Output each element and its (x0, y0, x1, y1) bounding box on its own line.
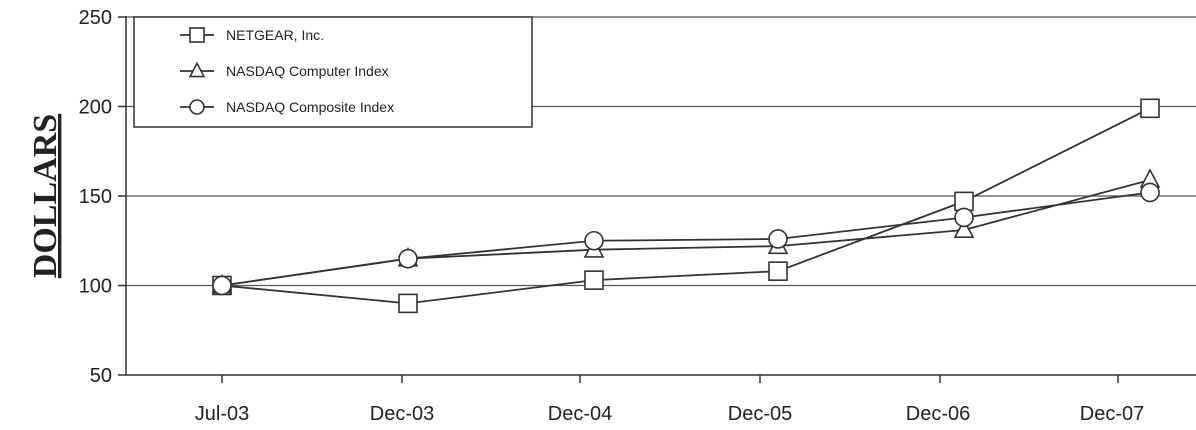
series-square (212, 98, 1160, 314)
legend-label-triangle: NASDAQ Computer Index (226, 63, 389, 79)
y-tick-labels: 50 100 150 200 250 (79, 7, 112, 387)
data-point-square-3 (768, 261, 788, 281)
data-point-circle-5 (1140, 182, 1160, 203)
legend-marker-triangle (188, 61, 206, 78)
data-point-square-1 (398, 293, 418, 314)
data-point-circle-2 (584, 230, 604, 251)
legend-marker-square (189, 27, 205, 43)
x-tick-labels: Jul-03 Dec-03 Dec-04 Dec-05 Dec-06 Dec-07 (195, 403, 1144, 425)
x-tick-label-Jul-03: Jul-03 (195, 403, 249, 425)
series-circle (212, 182, 1160, 296)
series (211, 98, 1161, 314)
series-triangle (211, 168, 1161, 294)
legend: NETGEAR, Inc. NASDAQ Computer Index NASDAQ… (133, 16, 533, 128)
y-tick-label-150: 150 (79, 186, 112, 208)
x-tick-label-Dec-07: Dec-07 (1080, 403, 1144, 425)
x-tick-label-Dec-06: Dec-06 (906, 403, 970, 425)
data-point-square-5 (1140, 98, 1160, 119)
data-point-triangle-4 (953, 218, 975, 239)
y-tick-label-250: 250 (79, 7, 112, 29)
y-tick-label-50: 50 (90, 365, 112, 387)
x-tick-label-Dec-04: Dec-04 (548, 403, 612, 425)
y-axis-label: DOLLARS (27, 114, 64, 278)
x-tick-label-Dec-03: Dec-03 (370, 403, 434, 425)
series-line-circle (221, 191, 1151, 287)
data-point-circle-1 (398, 248, 418, 269)
data-point-square-4 (954, 191, 974, 212)
x-tick-label-Dec-05: Dec-05 (728, 403, 792, 425)
legend-label-square: NETGEAR, Inc. (226, 27, 324, 43)
y-tick-label-200: 200 (79, 97, 112, 119)
axes (118, 16, 1196, 383)
y-tick-label-100: 100 (79, 276, 112, 298)
data-point-circle-4 (954, 207, 974, 228)
legend-label-circle: NASDAQ Composite Index (226, 99, 394, 115)
data-point-circle-3 (768, 229, 788, 249)
data-point-circle-0 (212, 275, 232, 296)
data-point-square-2 (584, 270, 604, 290)
legend-marker-circle (189, 99, 205, 115)
series-line-square (221, 107, 1151, 305)
